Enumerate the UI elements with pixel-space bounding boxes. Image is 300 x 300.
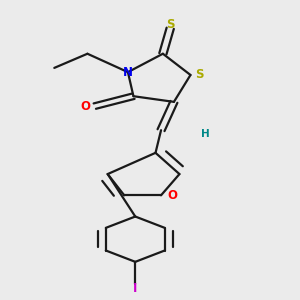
Text: I: I bbox=[133, 282, 137, 295]
Text: O: O bbox=[81, 100, 91, 112]
Text: S: S bbox=[166, 17, 175, 31]
Text: N: N bbox=[123, 66, 133, 79]
Text: O: O bbox=[167, 189, 177, 202]
Text: H: H bbox=[201, 129, 210, 140]
Text: S: S bbox=[195, 68, 204, 82]
